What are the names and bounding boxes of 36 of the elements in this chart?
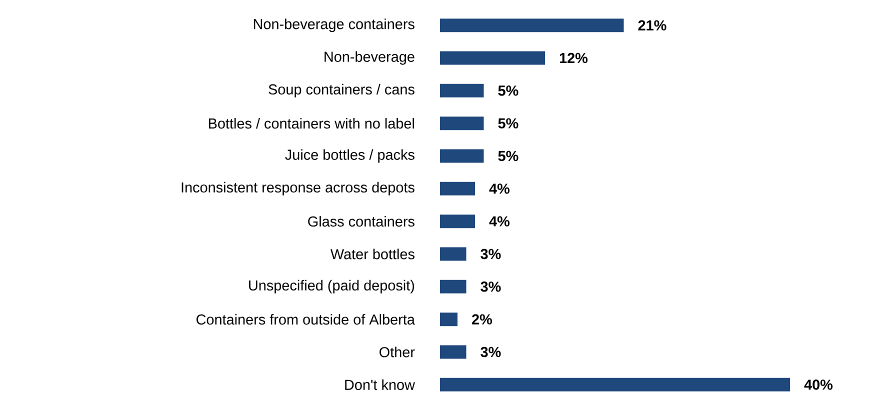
bar: [440, 84, 484, 98]
bar: [440, 312, 458, 326]
bar: [440, 247, 466, 261]
bar: [440, 214, 476, 228]
bar: [440, 345, 466, 359]
data-label: 5%: [498, 118, 518, 128]
data-label: 21%: [638, 20, 666, 30]
y-tick-label: Non-beverage: [324, 51, 414, 65]
bar: [440, 116, 484, 130]
data-label: 4%: [489, 216, 510, 226]
y-tick-label: Inconsistent response across depots: [182, 182, 414, 196]
data-label: 2%: [472, 314, 492, 324]
y-tick-label: Glass containers: [308, 216, 414, 227]
bar: [440, 149, 484, 163]
y-tick-label: Other: [380, 346, 415, 358]
y-tick-label: Don't know: [345, 379, 416, 390]
y-tick-label: Bottles / containers with no label: [209, 118, 414, 129]
data-label: 5%: [498, 86, 518, 96]
y-tick-label: Water bottles: [330, 248, 414, 260]
data-label: 40%: [804, 380, 833, 390]
data-label: 4%: [489, 184, 510, 194]
y-tick-label: Soup containers / cans: [268, 84, 414, 98]
bar: [440, 18, 624, 32]
y-tick-label: Containers from outside of Alberta: [196, 314, 415, 325]
data-label: 3%: [480, 346, 501, 358]
y-tick-label: Unspecified (paid deposit): [249, 280, 414, 294]
y-tick-label: Non-beverage containers: [254, 18, 414, 32]
bar: [440, 51, 546, 65]
data-label: 5%: [498, 150, 518, 162]
bar: [440, 280, 466, 294]
data-label: 3%: [480, 248, 501, 260]
bar: [440, 378, 790, 392]
bar: [440, 182, 476, 196]
y-tick-label: Juice bottles / packs: [285, 149, 414, 163]
data-label: 3%: [480, 282, 501, 292]
data-label: 12%: [560, 52, 588, 64]
